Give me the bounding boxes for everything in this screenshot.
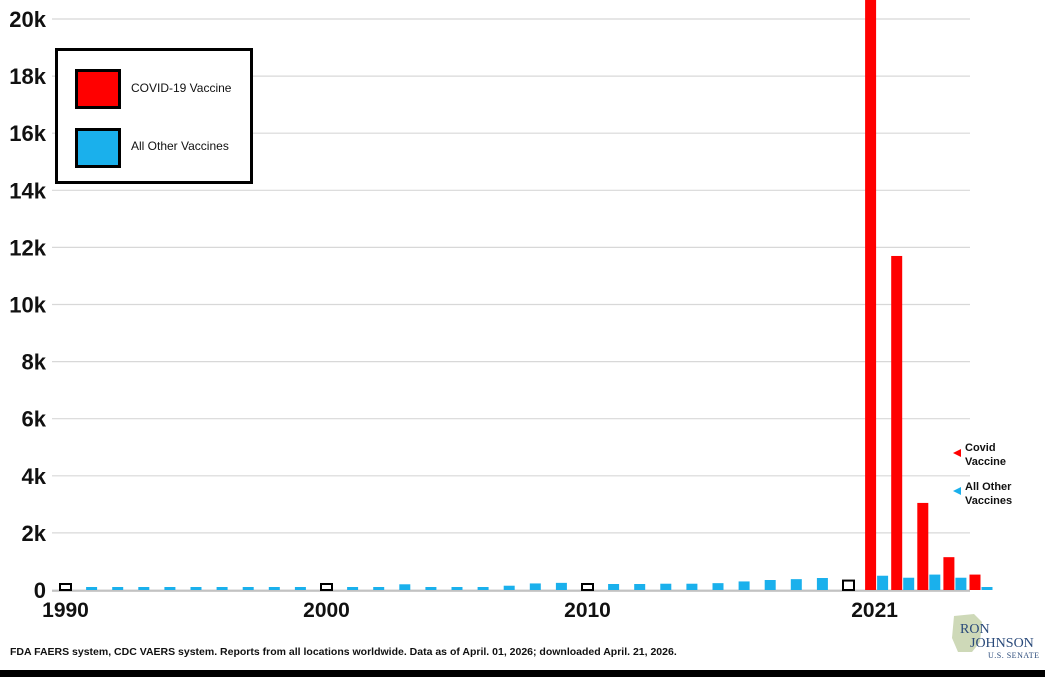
other-marker-icon <box>953 487 961 495</box>
bar-covid-2025 <box>969 574 981 590</box>
bar-other-2017 <box>764 580 776 590</box>
bar-other-2025 <box>981 587 993 590</box>
bar-other-2006 <box>477 587 489 590</box>
source-note: FDA FAERS system, CDC VAERS system. Repo… <box>10 646 677 658</box>
bar-other-2011 <box>608 584 620 590</box>
legend: COVID-19 Vaccine All Other Vaccines <box>55 48 253 184</box>
side-label-covid-line1: Covid <box>965 442 996 454</box>
wisconsin-state-icon <box>952 614 982 652</box>
bar-covid-2021 <box>865 0 877 590</box>
y-tick-label: 10k <box>9 293 46 318</box>
bar-other-2004 <box>425 587 437 590</box>
side-label-covid: Covid Vaccine <box>965 441 1037 469</box>
bar-other-2007 <box>503 585 515 590</box>
bar-other-1991 <box>86 587 98 590</box>
bar-other-2002 <box>373 587 385 590</box>
bar-other-2000 <box>320 583 333 591</box>
logo-line-2: JOHNSON <box>970 636 1034 651</box>
bar-covid-2023 <box>917 502 929 590</box>
bar-other-2024 <box>955 577 967 590</box>
y-tick-label: 16k <box>9 121 46 146</box>
y-tick-label: 6k <box>22 407 47 432</box>
bar-other-2015 <box>712 583 724 590</box>
bar-covid-2024 <box>943 557 955 590</box>
bar-other-2014 <box>686 583 698 590</box>
bottom-bar <box>0 670 1045 677</box>
bar-other-2005 <box>451 587 463 590</box>
bar-other-2008 <box>529 583 541 590</box>
bar-other-2001 <box>347 587 359 590</box>
bar-other-1996 <box>216 587 228 590</box>
bar-other-2019 <box>816 578 828 590</box>
bar-other-2010 <box>581 583 594 591</box>
y-tick-label: 2k <box>22 521 47 546</box>
bar-other-2021 <box>877 575 889 590</box>
bar-other-2012 <box>634 584 646 590</box>
y-tick-label: 12k <box>9 235 46 260</box>
y-tick-label: 14k <box>9 178 46 203</box>
bar-other-2023 <box>929 574 941 590</box>
bar-other-2016 <box>738 581 750 590</box>
logo-line-3: U.S. SENATE <box>988 651 1040 660</box>
legend-swatch-other <box>75 128 121 168</box>
side-label-other: All Other Vaccines <box>965 480 1037 508</box>
side-label-covid-line2: Vaccine <box>965 456 1006 468</box>
side-label-other-line2: Vaccines <box>965 495 1013 507</box>
y-tick-label: 8k <box>22 350 47 375</box>
senate-logo: RON JOHNSON U.S. SENATE <box>948 612 1043 668</box>
y-tick-label: 4k <box>22 464 47 489</box>
x-tick-label: 2000 <box>303 599 350 622</box>
bar-other-2020 <box>842 579 855 591</box>
bar-other-1999 <box>294 587 306 590</box>
bar-other-1990 <box>59 583 72 591</box>
bar-other-1997 <box>242 587 254 590</box>
bar-other-1994 <box>164 587 176 590</box>
x-tick-label: 1990 <box>42 599 89 622</box>
bars <box>59 0 993 591</box>
bar-other-2013 <box>660 583 672 590</box>
y-tick-label: 0 <box>34 578 46 603</box>
y-tick-label: 20k <box>9 7 46 32</box>
x-tick-label: 2010 <box>564 599 611 622</box>
bar-other-1998 <box>268 587 280 590</box>
bar-other-2022 <box>903 577 915 590</box>
bar-other-1992 <box>112 587 124 590</box>
y-tick-label: 18k <box>9 64 46 89</box>
logo-line-1: RON <box>960 622 990 637</box>
bar-other-2018 <box>790 579 802 590</box>
y-axis-ticks: 0 2k 4k 6k 8k 10k 12k 14k 16k 18k 20k <box>9 7 46 603</box>
bar-other-1993 <box>138 587 150 590</box>
gridlines <box>52 18 970 592</box>
side-label-other-line1: All Other <box>965 481 1012 493</box>
bar-other-2003 <box>399 584 411 590</box>
bar-other-2009 <box>555 582 567 590</box>
legend-label-other: All Other Vaccines <box>131 139 229 153</box>
legend-label-covid: COVID-19 Vaccine <box>131 81 232 95</box>
x-tick-label: 2021 <box>851 599 898 622</box>
legend-swatch-covid <box>75 69 121 109</box>
covid-marker-icon <box>953 449 961 457</box>
bar-covid-2022 <box>891 255 903 590</box>
bar-other-1995 <box>190 587 202 590</box>
x-axis-ticks: 1990 2000 2010 2021 <box>42 599 898 622</box>
